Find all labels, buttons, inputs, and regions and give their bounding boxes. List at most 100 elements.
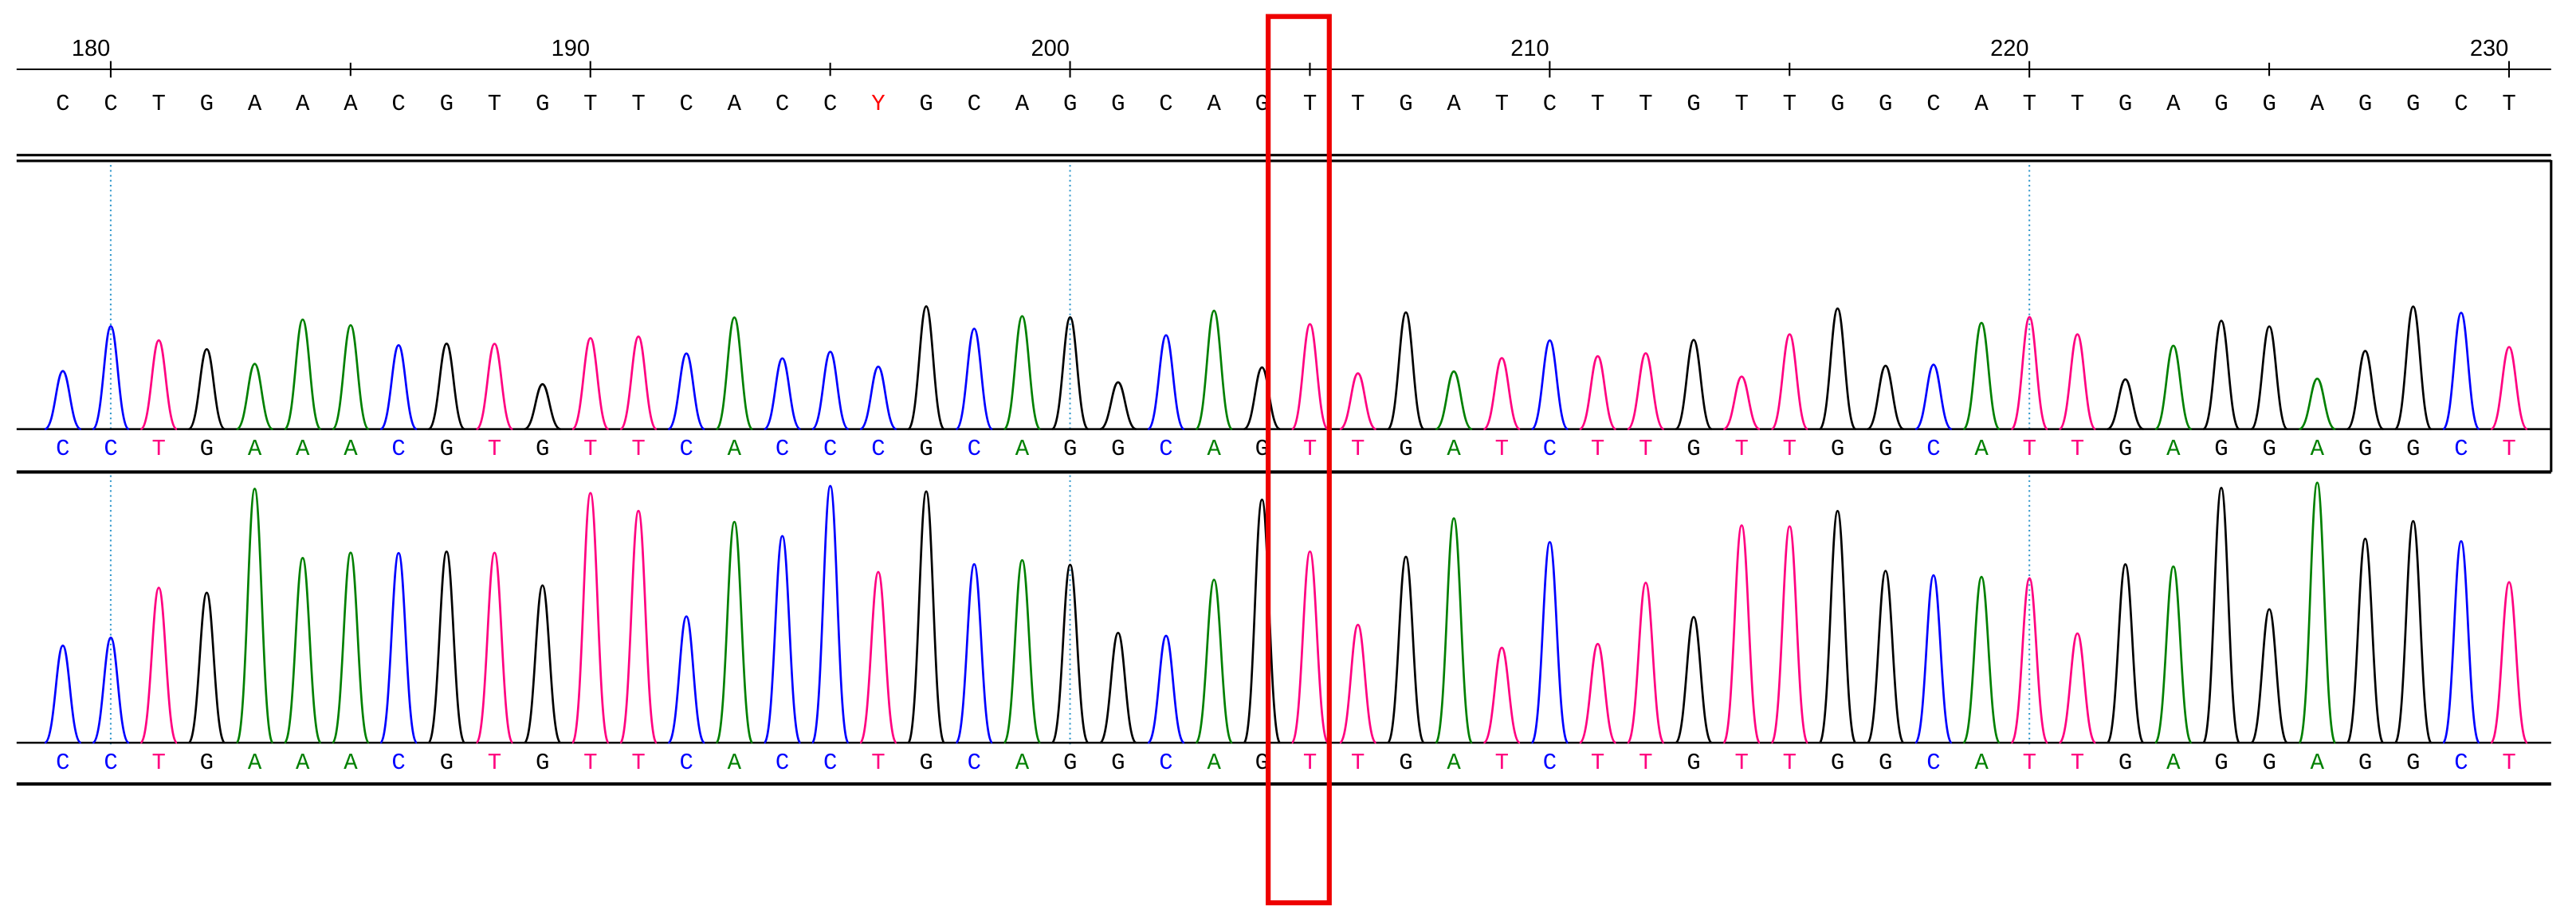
trace-base: A <box>1974 750 1989 776</box>
trace-base: T <box>2023 750 2036 776</box>
trace-base: A <box>1447 436 1461 462</box>
trace-base: A <box>1447 750 1461 776</box>
trace-peak <box>2441 539 2480 744</box>
trace-peak <box>2058 333 2097 430</box>
trace-peak <box>715 316 754 430</box>
trace-base: A <box>2311 750 2325 776</box>
trace-base: G <box>1879 436 1892 462</box>
trace-base: T <box>1351 750 1365 776</box>
trace-peak <box>427 343 465 430</box>
trace-peak <box>1578 642 1617 744</box>
consensus-base: T <box>1639 91 1652 117</box>
consensus-base: C <box>1543 91 1557 117</box>
trace-peak <box>91 636 131 744</box>
trace-peak <box>907 490 946 744</box>
trace-base: C <box>968 750 981 776</box>
consensus-base: T <box>1303 91 1317 117</box>
trace-base: T <box>1495 750 1509 776</box>
trace-peak <box>715 520 754 744</box>
trace-base: T <box>1495 436 1509 462</box>
trace-base: G <box>536 436 549 462</box>
trace-peak <box>1722 524 1761 744</box>
trace-peak <box>1866 570 1905 744</box>
consensus-base: G <box>2406 91 2420 117</box>
trace-base: T <box>1639 436 1652 462</box>
consensus-base: G <box>200 91 214 117</box>
trace-peak <box>1386 555 1426 744</box>
trace-peak <box>1722 375 1761 430</box>
consensus-base: G <box>1111 91 1125 117</box>
trace-base: G <box>440 436 454 462</box>
consensus-base: C <box>1159 91 1172 117</box>
trace-peak <box>1914 574 1954 744</box>
trace-peak <box>139 339 178 430</box>
trace-base: G <box>2406 750 2420 776</box>
consensus-base: A <box>1974 91 1989 117</box>
consensus-base: T <box>2071 91 2084 117</box>
trace-base: G <box>2262 436 2276 462</box>
trace-base: C <box>56 436 69 462</box>
trace-base: C <box>679 750 693 776</box>
trace-peak <box>43 645 82 744</box>
trace-peak <box>1290 550 1329 744</box>
consensus-base: G <box>1687 91 1700 117</box>
trace-base: T <box>631 436 645 462</box>
trace-base: T <box>152 750 166 776</box>
trace-base: A <box>296 436 310 462</box>
trace-peak <box>475 343 514 430</box>
consensus-base: G <box>919 91 933 117</box>
trace-base: A <box>1207 436 1221 462</box>
trace-peak <box>331 323 371 430</box>
trace-peak <box>955 562 994 744</box>
trace-base: G <box>2358 436 2372 462</box>
trace-peak <box>1482 357 1521 430</box>
trace-base: G <box>2262 750 2276 776</box>
trace-base: T <box>488 750 501 776</box>
trace-base: A <box>248 436 262 462</box>
consensus-base: A <box>248 91 262 117</box>
trace-peak <box>187 347 226 430</box>
trace-peak <box>1867 364 1905 430</box>
ruler-tick-label: 210 <box>1510 36 1549 61</box>
trace-base: A <box>1207 750 1221 776</box>
trace-base: C <box>823 436 837 462</box>
trace-base: A <box>1015 750 1030 776</box>
trace-peak <box>667 352 705 430</box>
trace-base: C <box>2454 436 2468 462</box>
trace-base: C <box>776 436 789 462</box>
trace-peak <box>763 535 802 744</box>
trace-peak <box>2298 377 2336 430</box>
trace-peak <box>1961 321 2001 430</box>
trace-base: G <box>2119 436 2132 462</box>
trace-peak <box>1961 575 2001 744</box>
trace-peak <box>1195 578 1234 744</box>
trace-peak <box>2490 346 2528 430</box>
trace-base: C <box>104 436 117 462</box>
consensus-base: Y <box>871 91 885 117</box>
trace-peak <box>1338 623 1377 744</box>
trace-peak <box>2393 519 2433 744</box>
trace-peak <box>1243 498 1282 744</box>
trace-base: T <box>1734 436 1748 462</box>
trace-base: T <box>1783 750 1797 776</box>
trace-base: T <box>2502 436 2515 462</box>
trace-peak <box>1099 381 1137 430</box>
trace-peak <box>1050 315 1090 430</box>
trace-base: A <box>296 750 310 776</box>
trace-base: C <box>391 436 405 462</box>
trace-peak <box>571 492 610 744</box>
trace-peak <box>1003 315 1042 430</box>
trace-base: G <box>2119 750 2132 776</box>
trace-peak <box>2010 315 2049 430</box>
ruler-tick-label: 200 <box>1031 36 1069 61</box>
consensus-base: C <box>968 91 981 117</box>
trace-base: C <box>1926 436 1940 462</box>
trace-base: T <box>2071 436 2084 462</box>
consensus-base: G <box>2262 91 2276 117</box>
trace-peak <box>1195 309 1234 430</box>
consensus-base: T <box>2023 91 2036 117</box>
consensus-base: T <box>1591 91 1604 117</box>
trace-peak <box>1675 339 1713 430</box>
